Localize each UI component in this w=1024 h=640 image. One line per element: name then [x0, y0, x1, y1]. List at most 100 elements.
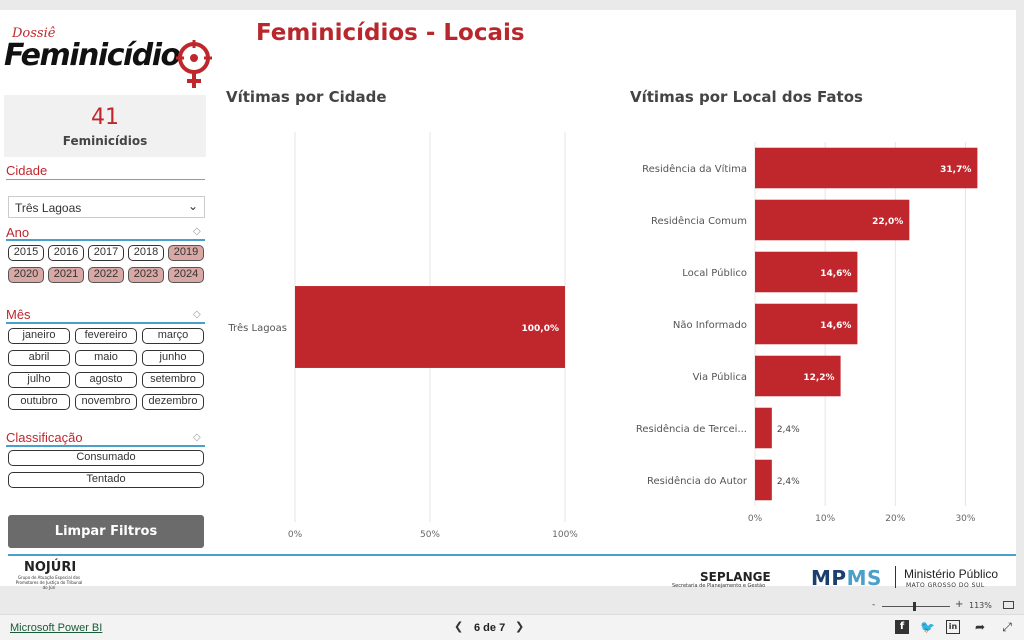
- mes-pill-julho[interactable]: julho: [8, 372, 70, 388]
- data-label: 2,4%: [777, 477, 800, 487]
- data-label: 14,6%: [820, 321, 851, 331]
- classificacao-pill-tentado[interactable]: Tentado: [8, 472, 204, 488]
- zoom-slider-track[interactable]: [882, 606, 950, 607]
- seplange-subtitle: Secretaria de Planejamento e Gestão: [672, 583, 766, 589]
- eraser-icon[interactable]: ◇: [193, 226, 201, 237]
- ano-pill-2021[interactable]: 2021: [48, 267, 84, 283]
- mes-pill-abril[interactable]: abril: [8, 350, 70, 366]
- mp-subtitle: MATO GROSSO DO SUL: [906, 582, 985, 589]
- ano-pill-2019[interactable]: 2019: [168, 245, 204, 261]
- zoom-in-button[interactable]: +: [955, 599, 964, 610]
- mes-pill-outubro[interactable]: outubro: [8, 394, 70, 410]
- clear-filters-button[interactable]: Limpar Filtros: [8, 515, 204, 548]
- mes-pill-novembro[interactable]: novembro: [75, 394, 137, 410]
- nojuri-logo-text: NOJÚRI: [24, 560, 77, 575]
- classificacao-slicer-divider: [6, 445, 205, 447]
- mes-pill-dezembro[interactable]: dezembro: [142, 394, 204, 410]
- chevron-left-icon[interactable]: ❮: [454, 620, 464, 633]
- bar[interactable]: [755, 147, 978, 189]
- ano-pill-2022[interactable]: 2022: [88, 267, 124, 283]
- footer-divider: [8, 554, 1016, 556]
- ano-slicer-title: Ano: [6, 225, 30, 240]
- mes-pill-setembro[interactable]: setembro: [142, 372, 204, 388]
- nojuri-subtitle: Grupo de Atuação Especial dos Promotores…: [15, 575, 83, 590]
- linkedin-icon[interactable]: in: [946, 620, 960, 634]
- data-label: 2,4%: [777, 425, 800, 435]
- chart-title-local: Vítimas por Local dos Fatos: [630, 88, 863, 106]
- data-label: 14,6%: [820, 269, 851, 279]
- mpms-mp-text: MP: [811, 566, 847, 590]
- mes-pill-janeiro[interactable]: janeiro: [8, 328, 70, 344]
- share-icon[interactable]: ➦: [974, 620, 986, 634]
- ano-pill-2015[interactable]: 2015: [8, 245, 44, 261]
- fullscreen-icon[interactable]: ⤢: [1002, 620, 1012, 634]
- logo-dossie-text: Dossiê: [12, 26, 56, 41]
- ano-pill-2018[interactable]: 2018: [128, 245, 164, 261]
- x-tick-label: 20%: [885, 514, 905, 524]
- cidade-slicer-divider: [6, 179, 205, 180]
- mes-pill-março[interactable]: março: [142, 328, 204, 344]
- report-canvas: Dossiê Feminicídio Feminicídios - Locais…: [0, 10, 1016, 590]
- eraser-icon[interactable]: ◇: [193, 309, 201, 320]
- eraser-icon[interactable]: ◇: [193, 432, 201, 443]
- bar[interactable]: [755, 303, 858, 345]
- x-tick-label: 10%: [815, 514, 835, 524]
- mes-pill-maio[interactable]: maio: [75, 350, 137, 366]
- mes-pill-agosto[interactable]: agosto: [75, 372, 137, 388]
- bar[interactable]: [755, 199, 910, 241]
- classificacao-slicer-title: Classificação: [6, 430, 83, 445]
- ano-pill-2016[interactable]: 2016: [48, 245, 84, 261]
- bar[interactable]: [755, 251, 858, 293]
- x-tick-label: 0%: [288, 530, 303, 540]
- ano-slicer-divider: [6, 239, 205, 241]
- mes-pill-junho[interactable]: junho: [142, 350, 204, 366]
- kpi-card: 41 Feminicídios: [4, 95, 206, 157]
- facebook-icon[interactable]: f: [895, 620, 909, 634]
- kpi-label: Feminicídios: [62, 134, 148, 148]
- chevron-right-icon[interactable]: ❯: [515, 620, 525, 633]
- cidade-selected-value: Três Lagoas: [15, 201, 82, 215]
- category-label: Residência de Tercei...: [636, 423, 747, 435]
- power-bi-link[interactable]: Microsoft Power BI: [10, 622, 103, 634]
- ano-pill-2017[interactable]: 2017: [88, 245, 124, 261]
- zoom-slider-thumb[interactable]: [913, 602, 916, 611]
- category-label: Residência do Autor: [647, 475, 748, 487]
- mpms-ms-text: MS: [846, 566, 882, 590]
- classificacao-pill-consumado[interactable]: Consumado: [8, 450, 204, 466]
- data-label: 100,0%: [522, 324, 560, 334]
- bar[interactable]: [755, 459, 772, 501]
- mp-logo-divider: [895, 566, 896, 588]
- seplange-logo-text: SEPLANGE: [700, 570, 771, 584]
- cidade-dropdown[interactable]: Três Lagoas ⌄: [8, 196, 205, 218]
- mes-pill-fevereiro[interactable]: fevereiro: [75, 328, 137, 344]
- page-title: Feminicídios - Locais: [256, 20, 525, 46]
- zoom-percent: 113%: [969, 601, 992, 610]
- category-label: Residência Comum: [651, 215, 747, 227]
- data-label: 31,7%: [940, 165, 971, 175]
- crosshair-female-icon: [176, 40, 212, 88]
- bar[interactable]: [755, 355, 841, 397]
- bar[interactable]: [295, 286, 565, 368]
- kpi-value: 41: [91, 105, 119, 130]
- category-label: Três Lagoas: [227, 322, 287, 334]
- ano-pill-2020[interactable]: 2020: [8, 267, 44, 283]
- cidade-slicer-title: Cidade: [6, 163, 48, 178]
- x-tick-label: 0%: [748, 514, 763, 524]
- page-indicator: 6 de 7: [474, 622, 506, 634]
- mp-name: Ministério Público: [904, 567, 999, 581]
- x-tick-label: 30%: [955, 514, 975, 524]
- data-label: 22,0%: [872, 217, 903, 227]
- category-label: Não Informado: [673, 320, 747, 331]
- logo-feminicidio-text: Feminicídio: [4, 38, 181, 73]
- zoom-out-button[interactable]: -: [872, 600, 876, 610]
- twitter-icon[interactable]: 🐦: [920, 620, 935, 634]
- chart-cidade: 0% 50% 100% Três Lagoas 100,0%: [227, 132, 578, 540]
- fit-to-page-icon[interactable]: [1003, 601, 1014, 609]
- ano-pill-2023[interactable]: 2023: [128, 267, 164, 283]
- zoom-bar: [0, 598, 1024, 614]
- mpms-logo: MPMS: [811, 566, 882, 590]
- bar[interactable]: [755, 407, 772, 449]
- category-label: Residência da Vítima: [642, 163, 747, 175]
- category-label: Via Pública: [693, 371, 747, 383]
- ano-pill-2024[interactable]: 2024: [168, 267, 204, 283]
